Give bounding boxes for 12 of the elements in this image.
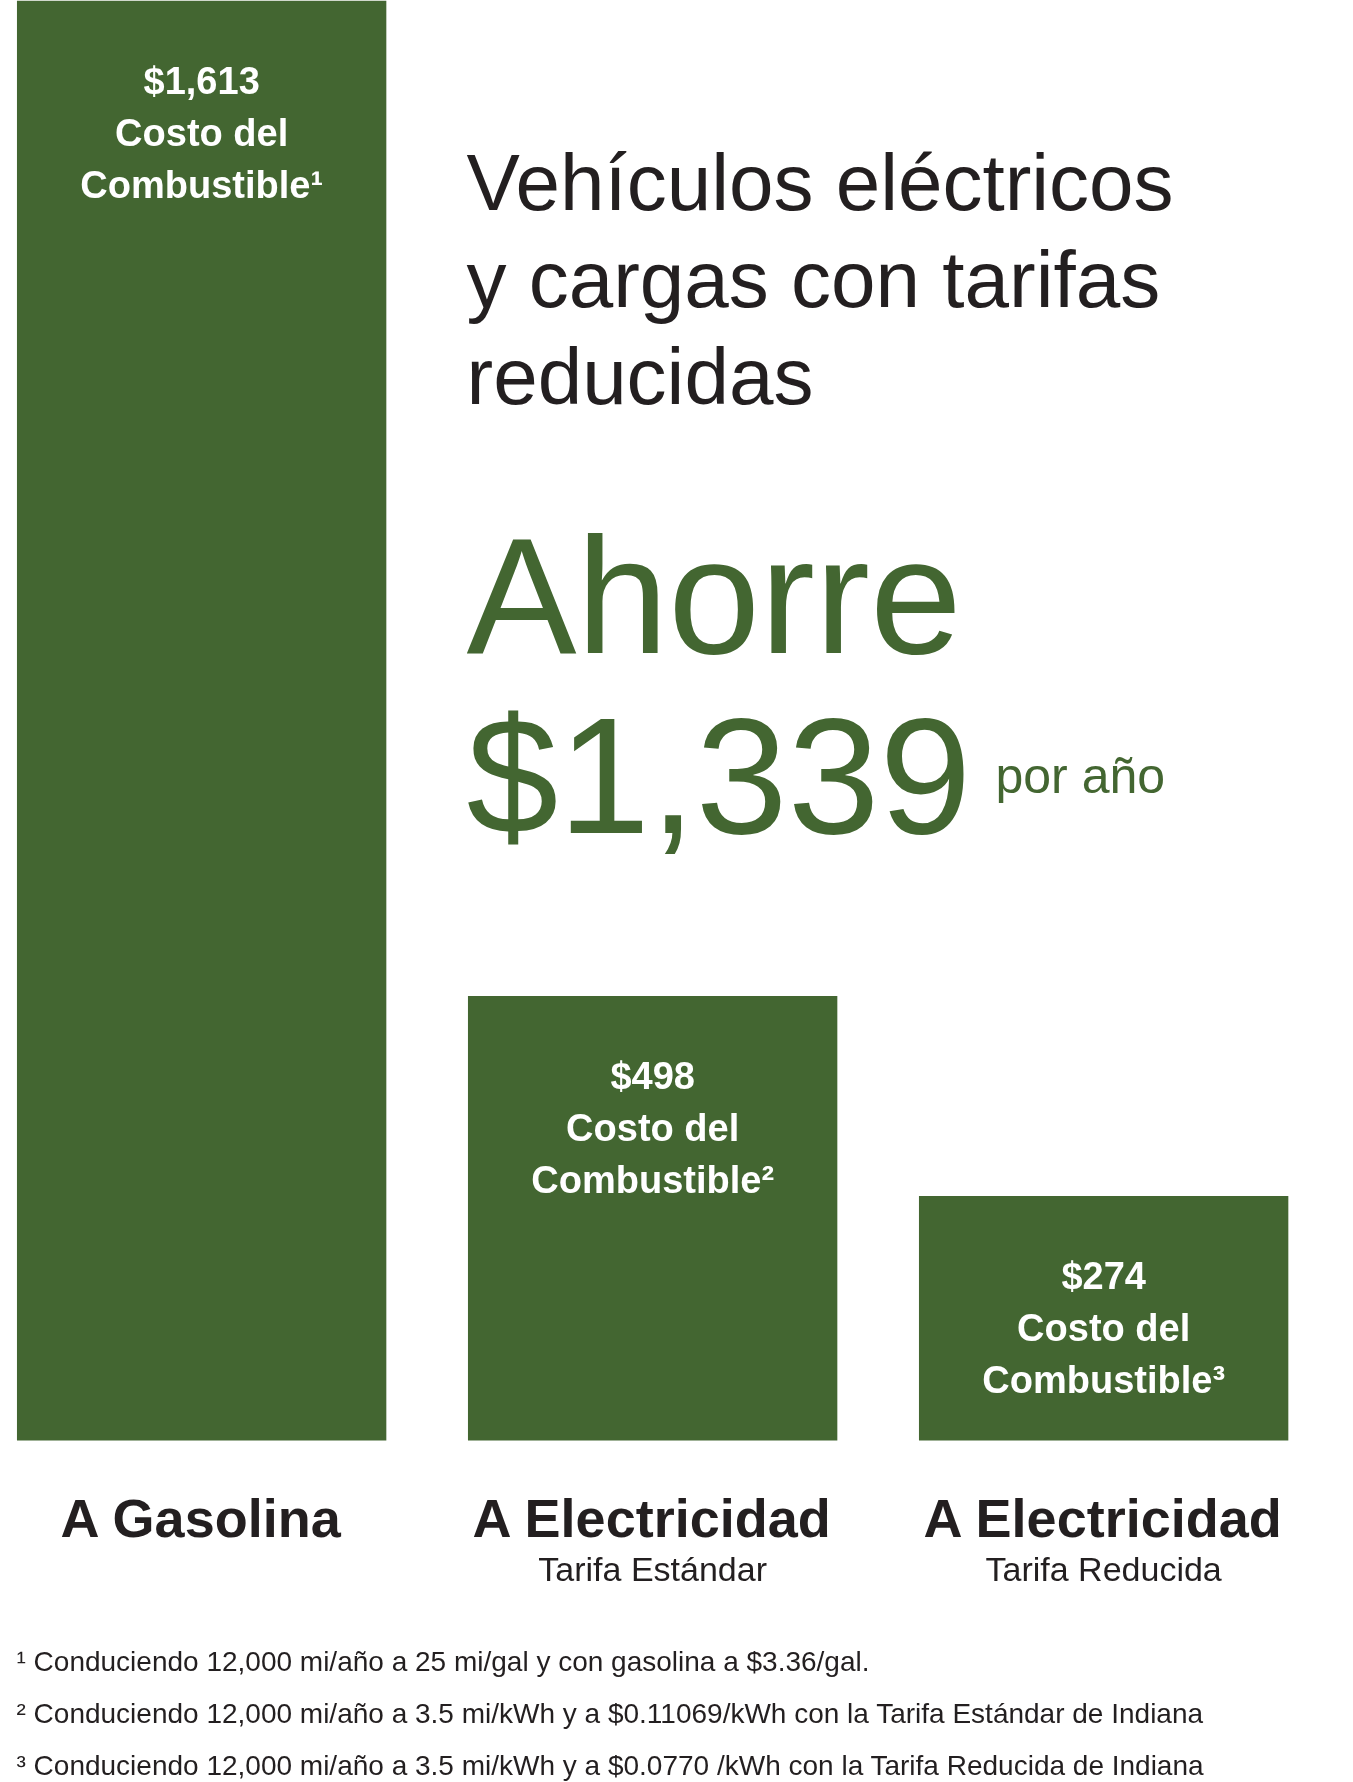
text: ¹ Conduciendo 12,000 mi/año a 25 mi/gal y con gasolina a $3.36/gal.: [16, 1646, 870, 1677]
x-tick-label: A Electricidad Tarifa Reducida: [923, 1487, 1282, 1588]
data-label: $498 Costo del Combustible²: [531, 1054, 775, 1201]
text: Vehículos eléctricos y cargas con tarifas reducidas: [466, 138, 1174, 421]
text: Ahorre $1,339: [466, 503, 972, 868]
x-tick-label: A Gasolina: [60, 1487, 342, 1548]
text: ² Conduciendo 12,000 mi/año a 3.5 mi/kWh y a $0.11069/kWh con la Tarifa Estándar de Indiana: [16, 1698, 1204, 1729]
data-label: $1,613 Costo del Combustible¹: [80, 59, 324, 206]
x-tick-label: A Electricidad Tarifa Estándar: [472, 1487, 831, 1588]
text: ³ Conduciendo 12,000 mi/año a 3.5 mi/kWh y a $0.0770 /kWh con la Tarifa Reducida de Indiana: [16, 1750, 1205, 1781]
annotation: por año: [995, 747, 1166, 804]
data-label: $274 Costo del Combustible³: [982, 1254, 1226, 1401]
